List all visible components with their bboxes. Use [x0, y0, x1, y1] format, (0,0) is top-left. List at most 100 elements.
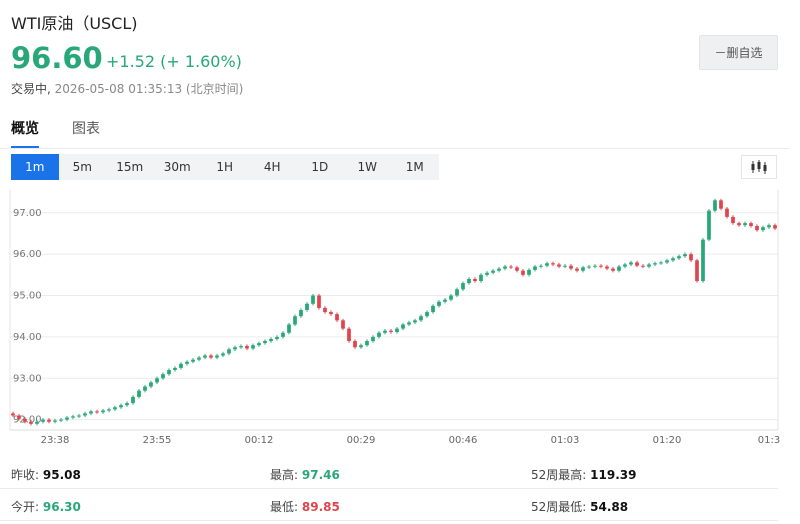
- candle-body: [215, 355, 219, 358]
- candle-body: [731, 216, 735, 224]
- candle-body: [599, 265, 603, 267]
- candle-body: [389, 330, 393, 332]
- stat-high: 最高: 97.46: [270, 466, 340, 483]
- stat-label: 最低:: [270, 500, 299, 514]
- x-tick-label: 01:20: [653, 435, 682, 446]
- chart-type-button[interactable]: [741, 155, 777, 179]
- y-tick-label: 94.00: [13, 332, 42, 343]
- candle-body: [281, 332, 285, 337]
- tab-chart[interactable]: 图表: [72, 121, 100, 137]
- candle-body: [677, 256, 681, 259]
- candle-body: [137, 390, 141, 397]
- tab-divider: [0, 148, 790, 149]
- candle-body: [653, 263, 657, 265]
- candle-body: [29, 421, 33, 424]
- period-1h[interactable]: 1H: [216, 160, 234, 174]
- candle-body: [269, 338, 273, 342]
- candle-body: [83, 413, 87, 416]
- candle-body: [35, 421, 39, 424]
- candle-body: [515, 267, 519, 271]
- price-chart[interactable]: 92.00 93.00 94.00 95.00 96.00 97.00 23:38 23:55…: [0, 190, 790, 448]
- candle-body: [323, 307, 327, 313]
- candle-body: [239, 346, 243, 348]
- candle-body: [335, 314, 339, 321]
- stat-value: 97.46: [301, 468, 340, 482]
- stat-value: 96.30: [42, 500, 81, 514]
- candle-body: [161, 374, 165, 379]
- candle-body: [341, 320, 345, 329]
- candle-body: [11, 413, 15, 416]
- candle-body: [317, 295, 321, 308]
- candle-body: [65, 417, 69, 420]
- candle-body: [23, 418, 27, 422]
- x-tick-label: 01:03: [551, 435, 580, 446]
- candle-body: [53, 420, 57, 422]
- candle-body: [329, 312, 333, 315]
- active-tab-indicator: [11, 146, 39, 148]
- candle-body: [185, 361, 189, 364]
- candle-body: [521, 270, 525, 275]
- stat-divider: [0, 488, 778, 489]
- candle-body: [179, 363, 183, 368]
- candle-body: [365, 341, 369, 346]
- candle-body: [209, 355, 213, 358]
- candle-body: [629, 262, 633, 265]
- period-5m[interactable]: 5m: [72, 160, 92, 174]
- candle-body: [287, 324, 291, 333]
- candle-body: [107, 409, 111, 411]
- candle-body: [251, 345, 255, 349]
- period-1m[interactable]: 1m: [11, 154, 59, 180]
- candle-body: [395, 328, 399, 332]
- stat-label: 昨收:: [11, 468, 40, 482]
- candle-body: [539, 265, 543, 267]
- instrument-title: WTI原油（USCL): [11, 14, 138, 33]
- candle-body: [479, 274, 483, 282]
- candle-body: [167, 370, 171, 375]
- candle-body: [623, 264, 627, 267]
- period-selector: 1m 5m 15m 30m 1H 4H 1D 1W 1M: [11, 154, 439, 180]
- y-tick-label: 92.00: [13, 415, 42, 426]
- candle-body: [155, 378, 159, 383]
- candle-body: [377, 332, 381, 337]
- candle-body: [611, 268, 615, 271]
- status-timestamp: 2026-05-08 01:35:13 (北京时间): [54, 82, 244, 96]
- remove-watchlist-button[interactable]: －删自选: [699, 35, 778, 70]
- current-price: 96.60: [11, 41, 103, 75]
- stat-label: 52周最低:: [531, 500, 587, 514]
- candle-body: [725, 208, 729, 217]
- stat-open: 今开: 96.30: [11, 498, 81, 515]
- stat-label: 52周最高:: [531, 468, 587, 482]
- candle-body: [197, 357, 201, 360]
- period-4h[interactable]: 4H: [263, 160, 281, 174]
- candle-body: [173, 367, 177, 370]
- candle-body: [635, 262, 639, 266]
- candle-body: [551, 263, 555, 265]
- y-tick-label: 95.00: [13, 291, 42, 302]
- period-15m[interactable]: 15m: [116, 160, 144, 174]
- candle-body: [77, 415, 81, 417]
- candle-body: [581, 267, 585, 271]
- candle-body: [143, 386, 147, 391]
- period-1mo[interactable]: 1M: [405, 160, 424, 174]
- period-1d[interactable]: 1D: [311, 160, 329, 174]
- x-tick-label: 23:55: [143, 435, 172, 446]
- candle-body: [713, 200, 717, 211]
- stat-value: 119.39: [590, 468, 637, 482]
- candle-body: [641, 265, 645, 267]
- candle-body: [617, 266, 621, 271]
- candle-body: [755, 226, 759, 231]
- candle-body: [131, 396, 135, 404]
- x-tick-label: 23:38: [41, 435, 70, 446]
- period-30m[interactable]: 30m: [163, 160, 191, 174]
- tab-overview[interactable]: 概览: [11, 121, 39, 137]
- stat-divider: [0, 520, 778, 521]
- candle-body: [233, 347, 237, 350]
- x-tick-label: 00:46: [449, 435, 478, 446]
- period-1w[interactable]: 1W: [357, 160, 378, 174]
- stat-value: 95.08: [42, 468, 81, 482]
- candle-body: [569, 265, 573, 269]
- candle-body: [437, 301, 441, 306]
- stat-value: 54.88: [590, 500, 629, 514]
- candle-body: [545, 263, 549, 266]
- candle-body: [149, 382, 153, 387]
